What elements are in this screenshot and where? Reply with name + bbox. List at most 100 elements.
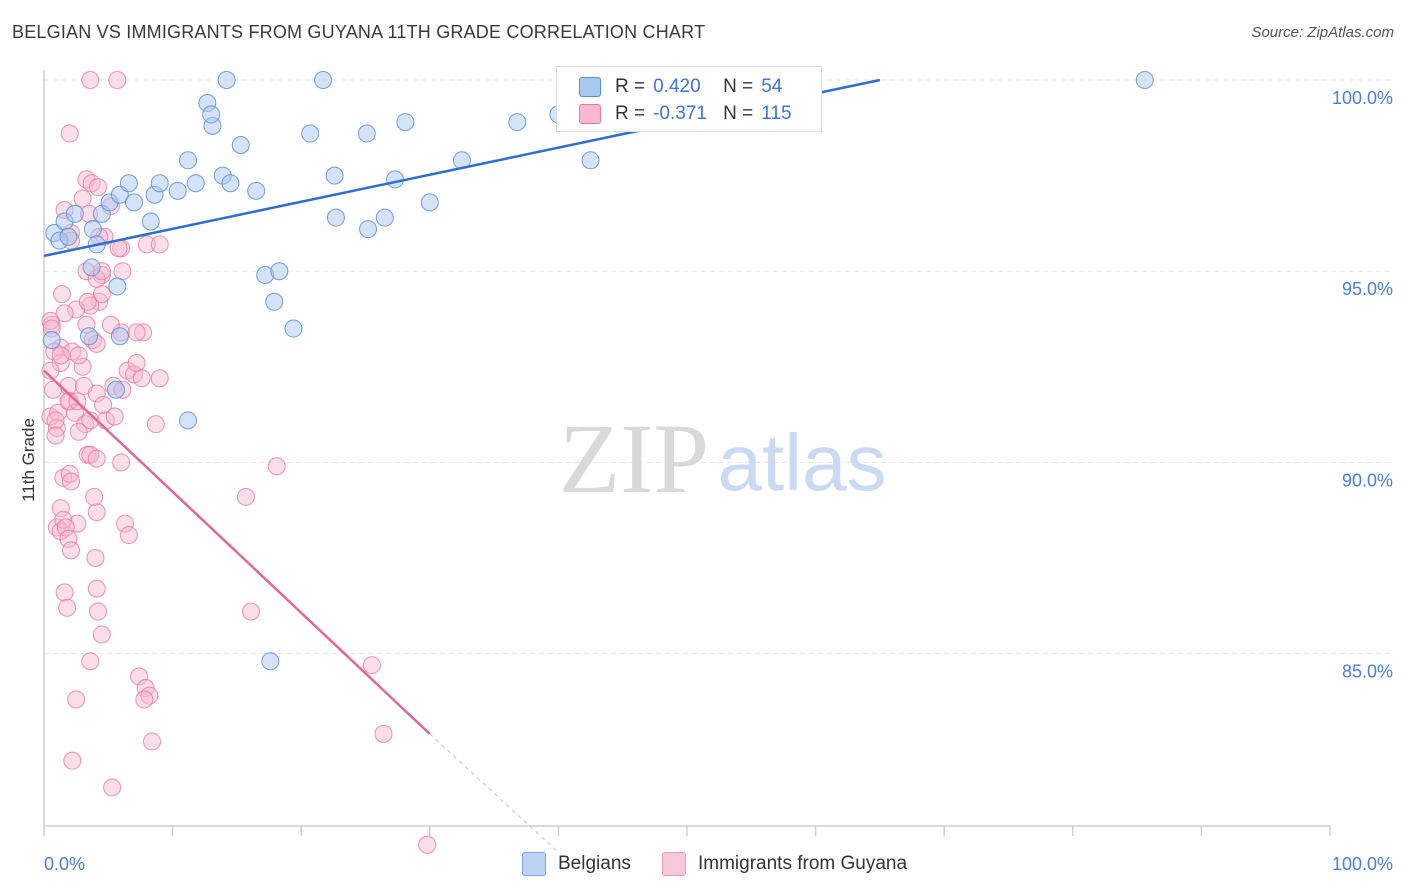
- guyana-point: [55, 583, 74, 602]
- y-tick-label: 90.0%: [1342, 470, 1393, 490]
- guyana-point: [146, 415, 165, 434]
- belgians-point: [42, 331, 61, 350]
- guyana-point: [53, 285, 72, 304]
- guyana-point: [374, 724, 393, 743]
- belgians-point: [396, 113, 415, 132]
- guyana-point: [60, 124, 79, 143]
- belgians-point: [231, 136, 250, 155]
- guyana-point: [73, 357, 92, 376]
- watermark: ZIP atlas: [559, 403, 886, 514]
- guyana-point: [73, 189, 92, 208]
- belgians-point: [508, 113, 527, 132]
- guyana-point: [132, 369, 151, 388]
- legend-item-guyana[interactable]: Immigrants from Guyana: [662, 852, 907, 876]
- grid-layer: [44, 79, 1390, 655]
- guyana-point: [69, 422, 88, 441]
- guyana-point: [63, 751, 82, 770]
- y-tick-label: 100.0%: [1332, 88, 1393, 108]
- legend-row-belgians: R = 0.420 N = 54: [579, 75, 782, 99]
- belgians-point: [265, 292, 284, 311]
- guyana-point: [55, 304, 74, 323]
- guyana-point: [51, 499, 70, 518]
- belgians-point: [284, 319, 303, 338]
- belgians-point: [110, 327, 129, 346]
- watermark-zip: ZIP: [559, 403, 709, 514]
- guyana-point: [89, 602, 108, 621]
- axis-layer: 85.0% 90.0% 95.0% 100.0% 0.0% 100.0%: [43, 70, 1393, 874]
- guyana-point: [81, 71, 100, 89]
- guyana-point: [65, 403, 84, 422]
- guyana-point: [67, 690, 86, 709]
- guyana-point: [47, 418, 66, 437]
- guyana-point: [418, 835, 437, 854]
- belgians-point: [314, 71, 333, 89]
- guyana-point: [59, 376, 78, 395]
- belgians-point: [202, 105, 221, 124]
- guyana-point: [127, 353, 146, 372]
- guyana-point: [362, 656, 381, 675]
- belgians-point: [65, 204, 84, 223]
- legend-swatch-belgians: [522, 852, 546, 876]
- legend-n-value: 54: [761, 76, 783, 97]
- legend-n-value: 115: [761, 103, 792, 124]
- guyana-trend-extension: [429, 733, 559, 853]
- guyana-point: [94, 396, 113, 415]
- guyana-point: [130, 667, 149, 686]
- guyana-point: [119, 526, 138, 545]
- belgians-point: [359, 220, 378, 239]
- belgians-point: [1135, 71, 1154, 89]
- guyana-point: [69, 346, 88, 365]
- guyana-point: [44, 380, 63, 399]
- watermark-atlas: atlas: [718, 418, 887, 507]
- guyana-point: [113, 262, 132, 281]
- guyana-point: [59, 529, 78, 548]
- legend-item-belgians[interactable]: Belgians: [522, 852, 631, 876]
- belgians-point: [108, 277, 127, 296]
- guyana-point: [87, 384, 106, 403]
- belgians-point: [326, 208, 345, 227]
- guyana-point: [78, 292, 97, 311]
- belgians-point: [357, 124, 376, 143]
- legend-label-belgians: Belgians: [558, 853, 631, 874]
- belgians-point: [221, 174, 240, 193]
- guyana-point: [51, 353, 70, 372]
- y-tick-label: 95.0%: [1342, 279, 1393, 299]
- guyana-point: [41, 311, 60, 330]
- guyana-point: [92, 625, 111, 644]
- guyana-point: [86, 549, 105, 567]
- legend-label-guyana: Immigrants from Guyana: [698, 853, 908, 874]
- guyana-point: [112, 453, 131, 472]
- belgians-point: [247, 181, 266, 200]
- guyana-point: [103, 778, 122, 797]
- guyana-point: [81, 652, 100, 671]
- guyana-point: [87, 449, 106, 468]
- belgians-point: [141, 212, 160, 231]
- guyana-point: [58, 598, 77, 617]
- guyana-trend-line: [43, 369, 431, 735]
- legend-row-guyana: R = -0.371 N = 115: [579, 102, 792, 126]
- belgians-point: [179, 151, 198, 170]
- belgians-point: [59, 227, 78, 246]
- chart-source: Source: ZipAtlas.com: [1251, 24, 1394, 41]
- guyana-point: [89, 178, 108, 197]
- guyana-point: [60, 464, 79, 483]
- stats-legend: R = 0.420 N = 54 R = -0.371 N = 115: [556, 66, 822, 132]
- belgians-point: [420, 193, 439, 212]
- guyana-point: [87, 579, 106, 598]
- guyana-point: [116, 514, 135, 533]
- guyana-point: [56, 518, 75, 537]
- guyana-point: [242, 602, 261, 621]
- y-axis-label: 11th Grade: [19, 418, 38, 502]
- y-tick-label: 85.0%: [1342, 662, 1393, 682]
- guyana-point: [143, 732, 162, 751]
- belgians-point: [217, 71, 236, 89]
- guyana-point: [62, 472, 81, 491]
- belgians-point: [186, 174, 205, 193]
- series-belgians-points: [42, 71, 1154, 671]
- guyana-point: [46, 411, 65, 430]
- legend-swatch-blue: [579, 77, 601, 97]
- guyana-point: [87, 503, 106, 522]
- guyana-point: [150, 235, 169, 254]
- belgians-point: [83, 220, 102, 239]
